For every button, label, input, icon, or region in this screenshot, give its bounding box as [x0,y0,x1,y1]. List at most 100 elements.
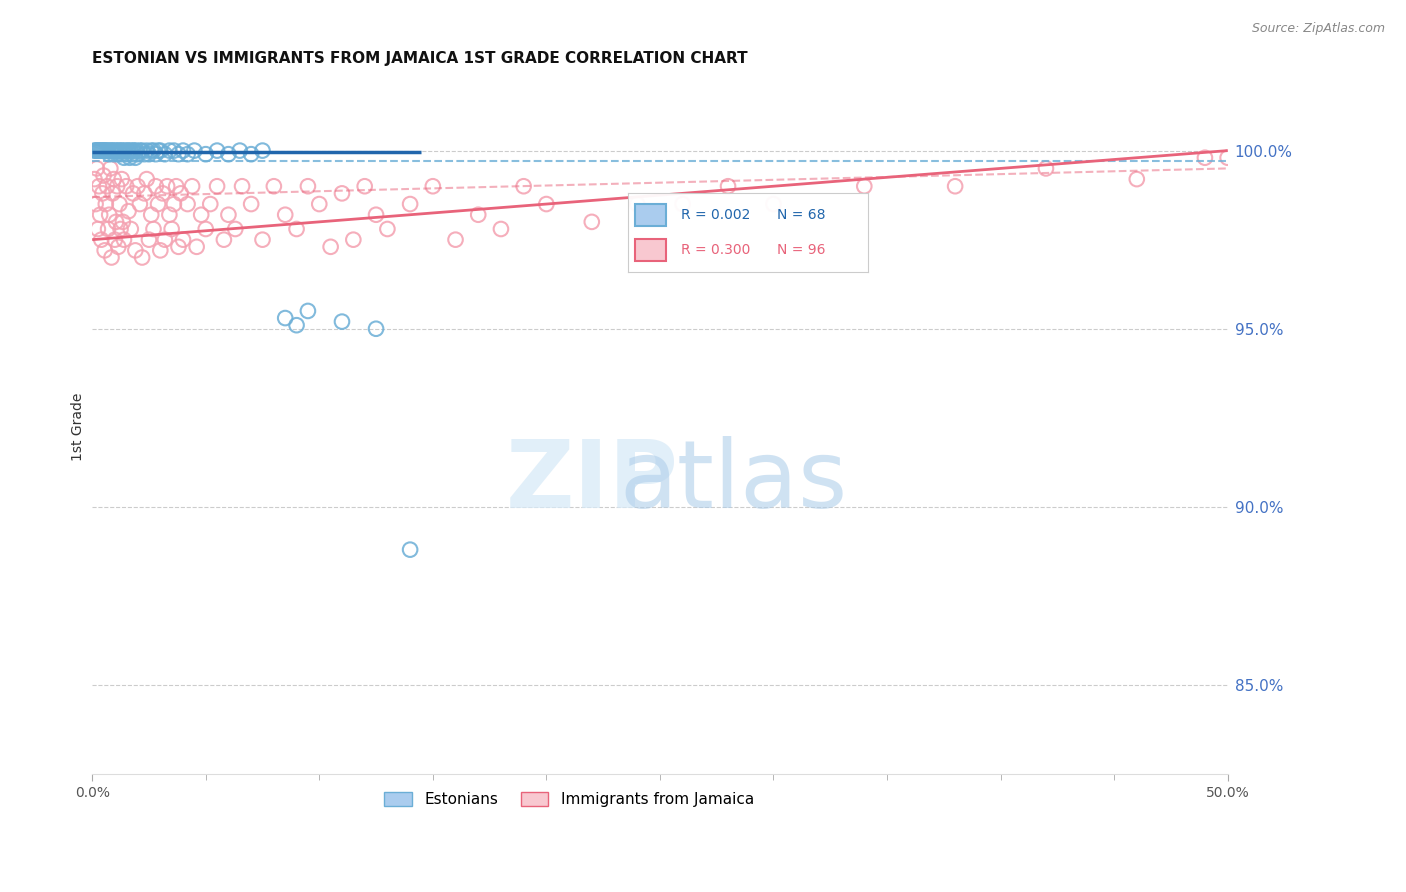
Point [422,179,444,194]
Point [107,240,129,254]
Point [135,144,157,158]
Point [200,197,222,211]
Point [94,197,117,211]
Point [672,197,695,211]
Point [103,172,125,186]
Point [93,244,115,258]
Point [120,222,142,236]
Point [91,144,114,158]
Point [186,240,208,254]
Point [1194,151,1216,165]
Point [353,179,375,194]
Point [308,197,330,211]
Point [142,222,165,236]
Point [100,144,122,158]
Point [84,144,107,158]
Point [183,144,205,158]
Point [194,147,217,161]
Point [91,186,114,201]
Point [297,179,319,194]
Point [120,144,142,158]
Point [153,233,176,247]
Point [163,197,186,211]
Point [117,144,139,158]
Point [172,144,194,158]
Point [377,222,399,236]
Point [217,147,239,161]
Point [717,179,740,194]
Point [217,208,239,222]
Point [145,147,167,161]
Point [90,233,112,247]
Point [536,197,558,211]
Text: Source: ZipAtlas.com: Source: ZipAtlas.com [1251,22,1385,36]
Point [98,161,121,176]
Point [112,233,135,247]
Point [96,179,118,194]
Point [127,179,149,194]
Point [105,144,128,158]
Point [84,197,107,211]
Point [90,144,112,158]
Point [157,144,180,158]
Text: ZIP: ZIP [505,436,678,528]
Point [89,144,111,158]
Point [229,144,252,158]
Point [87,144,110,158]
Point [1126,172,1149,186]
Text: R = 0.002: R = 0.002 [681,208,749,222]
Point [152,186,174,201]
Point [141,208,163,222]
Point [98,144,121,158]
Point [93,144,115,158]
Point [131,144,153,158]
Point [156,179,179,194]
Point [138,147,160,161]
Point [330,186,353,201]
Point [205,179,228,194]
Point [319,240,342,254]
Point [364,322,387,336]
Point [134,186,156,201]
Point [108,197,131,211]
Point [1216,151,1239,165]
Point [146,197,169,211]
Point [125,144,148,158]
Point [122,186,145,201]
Point [399,197,422,211]
Point [181,179,204,194]
Point [98,147,121,161]
Point [149,244,172,258]
Point [190,208,212,222]
Point [142,144,165,158]
Point [170,186,193,201]
Point [172,233,194,247]
Point [153,147,176,161]
Point [110,222,132,236]
Point [943,179,966,194]
Point [107,144,129,158]
Point [145,179,167,194]
Point [167,240,190,254]
Point [96,144,118,158]
Point [97,144,120,158]
Point [108,144,131,158]
Point [762,197,785,211]
Point [165,179,187,194]
Point [467,208,489,222]
Point [128,144,150,158]
Point [240,147,263,161]
Point [121,147,143,161]
Point [114,144,136,158]
Point [167,147,190,161]
Point [122,144,145,158]
Point [93,169,115,183]
Point [138,233,160,247]
Point [285,222,308,236]
Point [135,172,157,186]
Point [512,179,534,194]
Point [111,144,134,158]
Point [105,215,128,229]
Point [94,144,117,158]
Text: ESTONIAN VS IMMIGRANTS FROM JAMAICA 1ST GRADE CORRELATION CHART: ESTONIAN VS IMMIGRANTS FROM JAMAICA 1ST … [93,51,748,66]
